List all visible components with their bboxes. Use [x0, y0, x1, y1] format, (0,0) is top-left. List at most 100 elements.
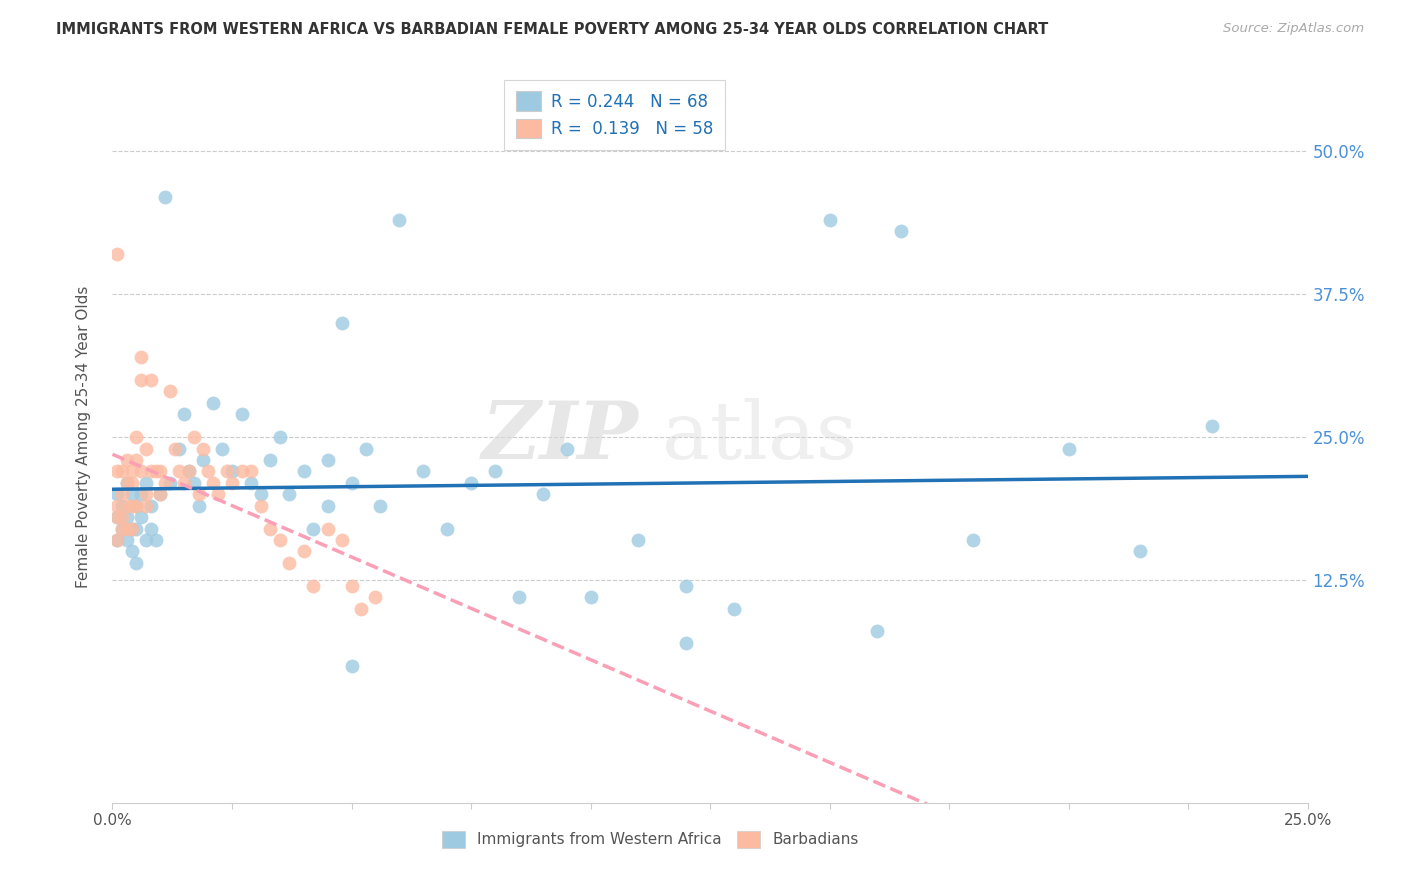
Point	[115, 510, 138, 524]
Point	[149, 487, 172, 501]
Point	[121, 464, 143, 478]
Point	[125, 521, 148, 535]
Point	[115, 499, 138, 513]
Point	[316, 453, 339, 467]
Point	[460, 475, 482, 490]
Point	[135, 533, 157, 547]
Point	[1057, 442, 1080, 456]
Point	[173, 407, 195, 421]
Point	[1129, 544, 1152, 558]
Point	[173, 475, 195, 490]
Point	[159, 475, 181, 490]
Point	[890, 224, 912, 238]
Point	[259, 521, 281, 535]
Point	[125, 499, 148, 513]
Point	[121, 544, 143, 558]
Point	[177, 464, 200, 478]
Point	[269, 533, 291, 547]
Point	[1201, 418, 1223, 433]
Point	[111, 510, 134, 524]
Point	[125, 556, 148, 570]
Text: Source: ZipAtlas.com: Source: ZipAtlas.com	[1223, 22, 1364, 36]
Point	[149, 464, 172, 478]
Point	[555, 442, 578, 456]
Point	[269, 430, 291, 444]
Point	[129, 373, 152, 387]
Point	[187, 499, 209, 513]
Legend: Immigrants from Western Africa, Barbadians: Immigrants from Western Africa, Barbadia…	[436, 825, 865, 854]
Point	[627, 533, 650, 547]
Point	[193, 442, 215, 456]
Point	[105, 533, 128, 547]
Point	[177, 464, 200, 478]
Point	[115, 521, 138, 535]
Point	[240, 464, 263, 478]
Point	[302, 521, 325, 535]
Point	[121, 521, 143, 535]
Point	[221, 475, 243, 490]
Point	[292, 464, 315, 478]
Text: ZIP: ZIP	[481, 399, 638, 475]
Point	[105, 464, 128, 478]
Point	[302, 579, 325, 593]
Point	[105, 247, 128, 261]
Point	[330, 316, 353, 330]
Point	[197, 464, 219, 478]
Point	[139, 521, 162, 535]
Point	[340, 579, 363, 593]
Point	[121, 499, 143, 513]
Point	[153, 475, 176, 490]
Point	[125, 499, 148, 513]
Point	[105, 487, 128, 501]
Point	[129, 464, 152, 478]
Point	[388, 213, 411, 227]
Point	[412, 464, 434, 478]
Point	[149, 487, 172, 501]
Point	[169, 464, 191, 478]
Point	[139, 464, 162, 478]
Point	[159, 384, 181, 399]
Point	[278, 556, 301, 570]
Point	[240, 475, 263, 490]
Point	[231, 407, 253, 421]
Point	[221, 464, 243, 478]
Point	[723, 601, 745, 615]
Point	[183, 475, 205, 490]
Point	[368, 499, 391, 513]
Point	[115, 475, 138, 490]
Point	[818, 213, 841, 227]
Point	[484, 464, 506, 478]
Point	[121, 487, 143, 501]
Point	[866, 624, 889, 639]
Point	[211, 442, 233, 456]
Point	[135, 499, 157, 513]
Point	[129, 487, 152, 501]
Point	[316, 499, 339, 513]
Point	[135, 442, 157, 456]
Text: atlas: atlas	[662, 398, 858, 476]
Point	[201, 475, 224, 490]
Point	[292, 544, 315, 558]
Point	[201, 396, 224, 410]
Point	[135, 475, 157, 490]
Point	[111, 521, 134, 535]
Point	[231, 464, 253, 478]
Point	[111, 487, 134, 501]
Point	[169, 442, 191, 456]
Point	[111, 521, 134, 535]
Text: IMMIGRANTS FROM WESTERN AFRICA VS BARBADIAN FEMALE POVERTY AMONG 25-34 YEAR OLDS: IMMIGRANTS FROM WESTERN AFRICA VS BARBAD…	[56, 22, 1049, 37]
Point	[105, 533, 128, 547]
Point	[207, 487, 229, 501]
Point	[330, 533, 353, 547]
Point	[125, 430, 148, 444]
Point	[350, 601, 373, 615]
Point	[531, 487, 554, 501]
Point	[354, 442, 377, 456]
Point	[121, 475, 143, 490]
Point	[145, 464, 167, 478]
Point	[105, 499, 128, 513]
Point	[111, 499, 134, 513]
Point	[249, 487, 271, 501]
Point	[135, 487, 157, 501]
Point	[105, 510, 128, 524]
